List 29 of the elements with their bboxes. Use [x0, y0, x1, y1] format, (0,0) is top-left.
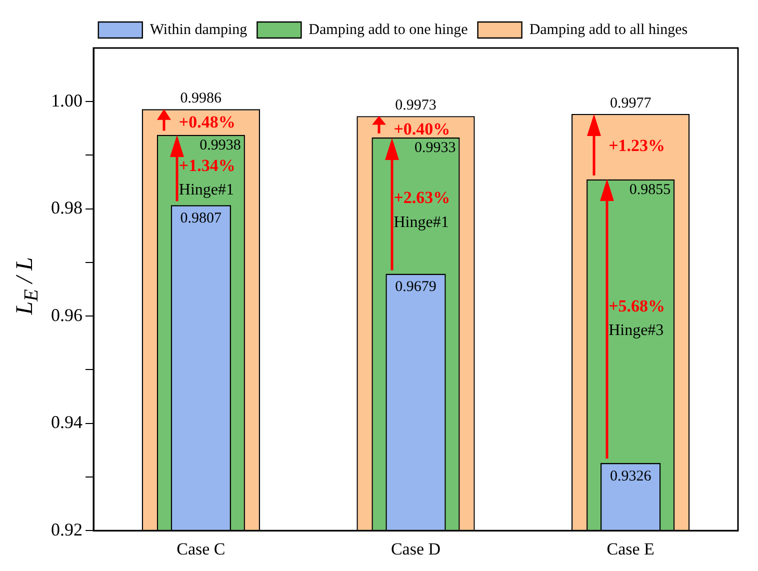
data-label: 0.9933 — [414, 140, 456, 156]
data-label: 0.9326 — [610, 468, 652, 484]
y-tick-label: 0.92 — [51, 519, 82, 540]
annotation: +2.63% — [394, 188, 450, 208]
annotation: +0.48% — [178, 112, 236, 132]
y-tick-label: 0.94 — [51, 412, 82, 432]
annotation: +0.40% — [394, 119, 450, 138]
x-tick-label: Case C — [176, 539, 226, 558]
x-tick-label: Case E — [606, 539, 654, 558]
data-label: 0.9855 — [629, 182, 671, 198]
data-label: 0.9938 — [200, 137, 241, 154]
annotation: +1.23% — [608, 136, 666, 156]
annotation: Hinge#1 — [178, 182, 234, 199]
data-label: 0.9807 — [180, 210, 222, 227]
y-tick-label: 0.98 — [51, 198, 82, 218]
data-label: 0.9977 — [610, 95, 652, 112]
legend-label: Damping add to one hinge — [308, 22, 468, 38]
annotation: Hinge#3 — [608, 322, 664, 340]
data-label: 0.9973 — [395, 98, 436, 114]
x-tick-label: Case D — [390, 539, 441, 558]
y-tick-label: 0.96 — [51, 304, 82, 325]
data-label: 0.9679 — [395, 279, 436, 296]
data-label: 0.9986 — [180, 90, 222, 107]
legend-label: Within damping — [150, 22, 248, 38]
annotation: +1.34% — [178, 156, 236, 175]
legend-label: Damping add to all hinges — [529, 22, 688, 38]
y-tick-label: 1.00 — [51, 90, 82, 110]
annotation: +5.68% — [608, 296, 666, 316]
annotation: Hinge#1 — [394, 214, 449, 232]
